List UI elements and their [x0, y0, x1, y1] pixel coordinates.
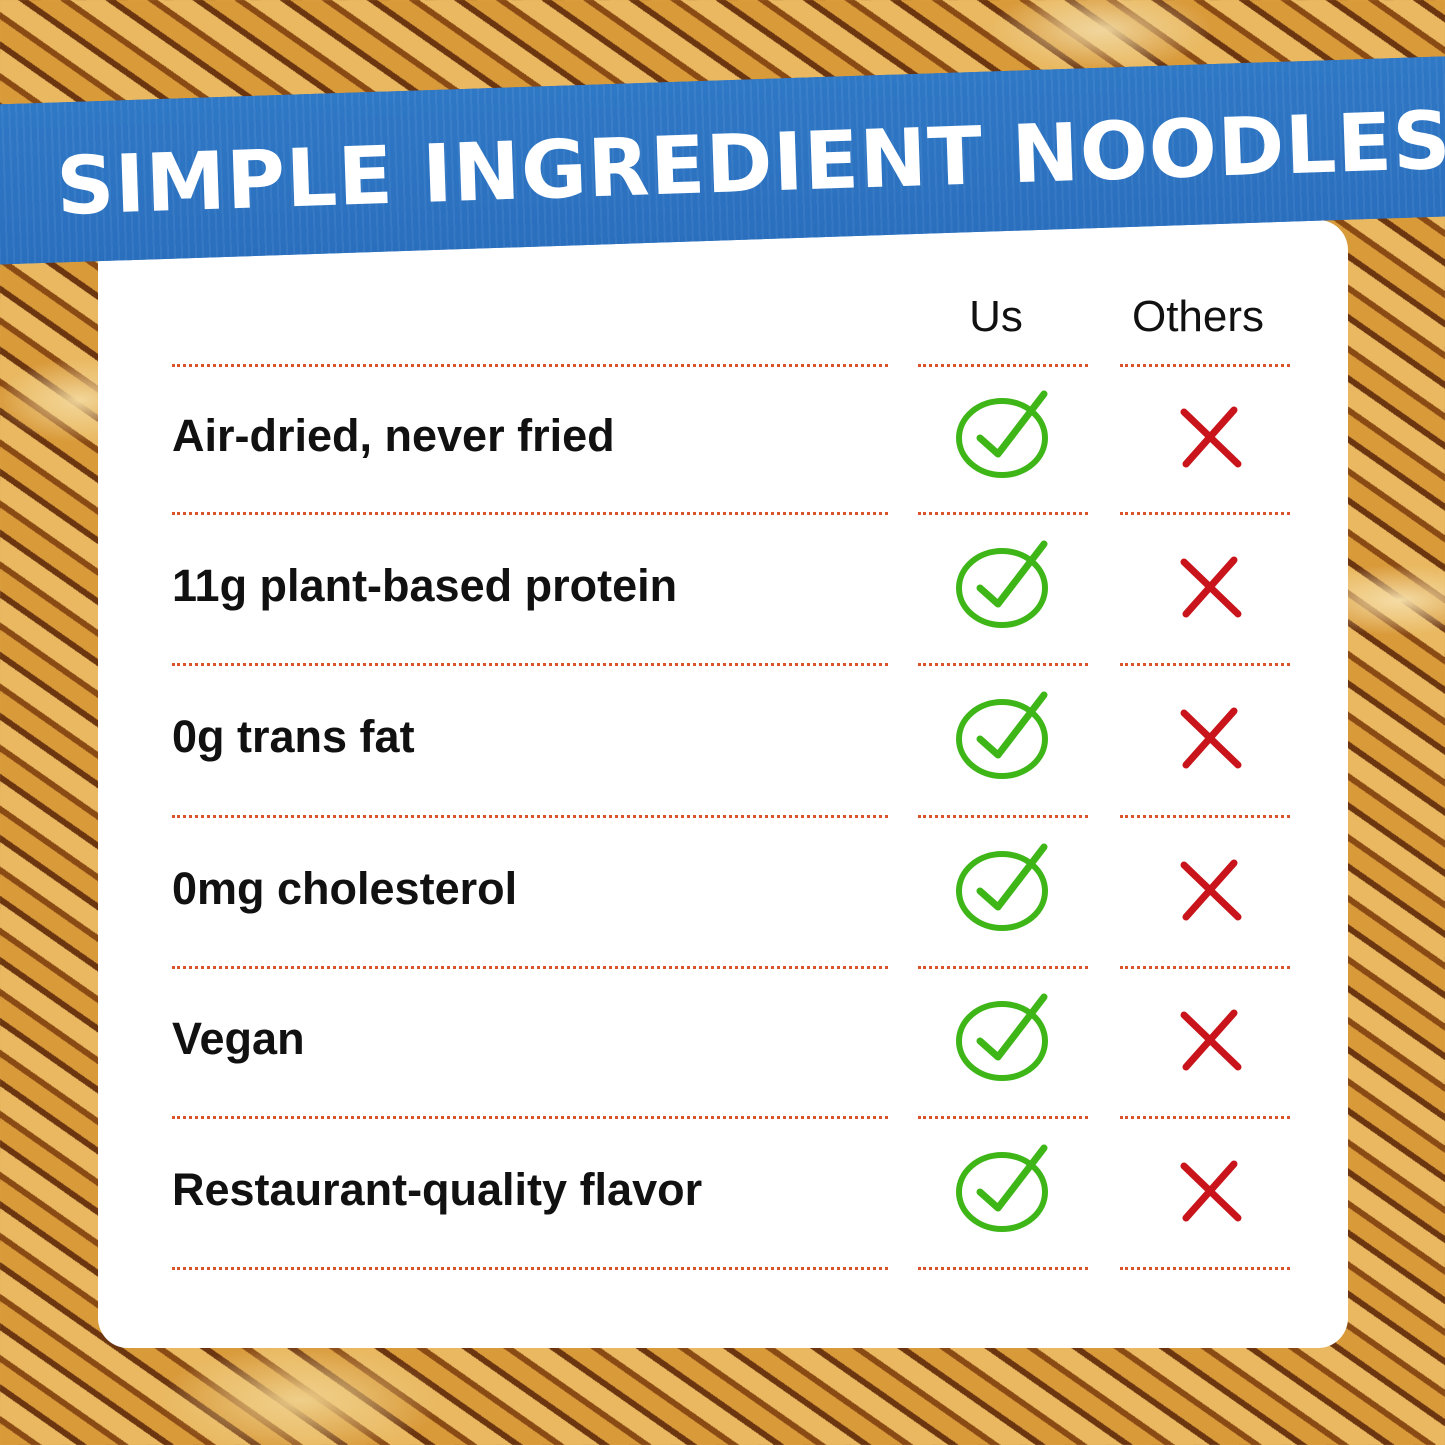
- circled-check-icon: [952, 1140, 1052, 1240]
- row-divider: [172, 512, 888, 515]
- circled-check-icon: [952, 536, 1052, 636]
- row-divider: [172, 1267, 888, 1270]
- row-label: 0mg cholesterol: [172, 862, 518, 914]
- row-divider: [172, 364, 888, 367]
- x-mark-icon: [1178, 857, 1244, 928]
- row-divider: [172, 1116, 888, 1119]
- circled-check-icon: [952, 839, 1052, 939]
- row-divider: [1120, 1116, 1290, 1119]
- row-divider: [918, 663, 1088, 666]
- row-label: Vegan: [172, 1013, 305, 1064]
- row-divider: [1120, 966, 1290, 969]
- row-divider: [918, 364, 1088, 367]
- row-divider: [1120, 1267, 1290, 1270]
- x-mark-icon: [1178, 404, 1244, 475]
- circled-check-icon: [952, 687, 1052, 787]
- row-divider: [918, 1267, 1088, 1270]
- column-header-us: Us: [969, 292, 1023, 341]
- row-label: Air-dried, never fried: [172, 410, 615, 461]
- row-divider: [1120, 364, 1290, 367]
- x-mark-icon: [1178, 1007, 1244, 1078]
- row-divider: [172, 966, 888, 969]
- row-divider: [1120, 512, 1290, 515]
- row-divider: [918, 1116, 1088, 1119]
- row-divider: [918, 966, 1088, 969]
- comparison-card: [98, 220, 1348, 1348]
- x-mark-icon: [1178, 705, 1244, 776]
- row-divider: [172, 815, 888, 818]
- circled-check-icon: [952, 989, 1052, 1089]
- column-header-others: Others: [1131, 292, 1265, 341]
- row-label: Restaurant-quality flavor: [172, 1163, 703, 1215]
- row-divider: [918, 512, 1088, 515]
- row-label: 11g plant-based protein: [172, 559, 678, 611]
- row-divider: [1120, 815, 1290, 818]
- circled-check-icon: [952, 386, 1052, 486]
- x-mark-icon: [1178, 1158, 1244, 1229]
- x-mark-icon: [1178, 554, 1244, 625]
- row-divider: [1120, 663, 1290, 666]
- row-divider: [918, 815, 1088, 818]
- row-label: 0g trans fat: [172, 711, 415, 762]
- row-divider: [172, 663, 888, 666]
